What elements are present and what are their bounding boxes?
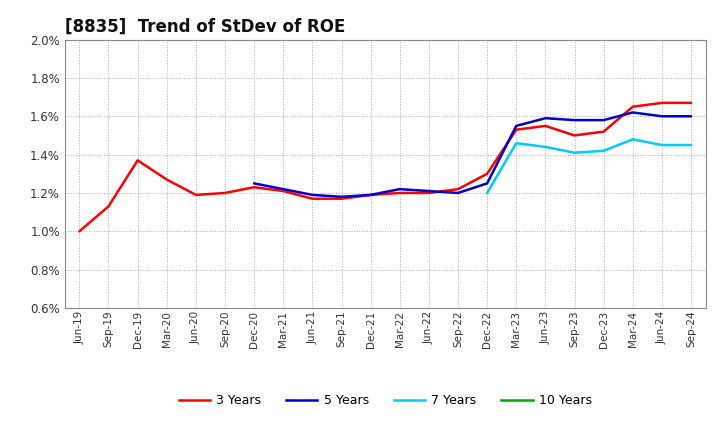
3 Years <box>133 158 142 163</box>
3 Years <box>483 171 492 176</box>
3 Years <box>192 192 200 198</box>
Line: 5 Years: 5 Years <box>254 113 691 197</box>
5 Years <box>366 192 375 198</box>
5 Years <box>570 117 579 123</box>
3 Years <box>687 100 696 106</box>
Legend: 3 Years, 5 Years, 7 Years, 10 Years: 3 Years, 5 Years, 7 Years, 10 Years <box>174 389 597 412</box>
7 Years <box>541 144 550 150</box>
5 Years <box>454 191 462 196</box>
7 Years <box>657 143 666 148</box>
3 Years <box>629 104 637 109</box>
5 Years <box>657 114 666 119</box>
3 Years <box>541 123 550 128</box>
3 Years <box>395 191 404 196</box>
5 Years <box>250 181 258 186</box>
7 Years <box>687 143 696 148</box>
Line: 7 Years: 7 Years <box>487 139 691 193</box>
3 Years <box>279 188 287 194</box>
5 Years <box>599 117 608 123</box>
Text: [8835]  Trend of StDev of ROE: [8835] Trend of StDev of ROE <box>65 17 345 35</box>
7 Years <box>570 150 579 155</box>
3 Years <box>308 196 317 202</box>
3 Years <box>163 177 171 182</box>
5 Years <box>337 194 346 199</box>
3 Years <box>657 100 666 106</box>
3 Years <box>454 187 462 192</box>
5 Years <box>541 116 550 121</box>
7 Years <box>512 140 521 146</box>
3 Years <box>512 127 521 132</box>
3 Years <box>570 133 579 138</box>
5 Years <box>279 187 287 192</box>
7 Years <box>629 137 637 142</box>
3 Years <box>104 204 113 209</box>
3 Years <box>250 185 258 190</box>
3 Years <box>75 229 84 234</box>
5 Years <box>687 114 696 119</box>
5 Years <box>629 110 637 115</box>
7 Years <box>599 148 608 154</box>
3 Years <box>220 191 229 196</box>
3 Years <box>366 192 375 198</box>
3 Years <box>337 196 346 202</box>
7 Years <box>483 191 492 196</box>
5 Years <box>512 123 521 128</box>
3 Years <box>425 191 433 196</box>
5 Years <box>395 187 404 192</box>
5 Years <box>308 192 317 198</box>
5 Years <box>483 181 492 186</box>
5 Years <box>425 188 433 194</box>
3 Years <box>599 129 608 134</box>
Line: 3 Years: 3 Years <box>79 103 691 231</box>
